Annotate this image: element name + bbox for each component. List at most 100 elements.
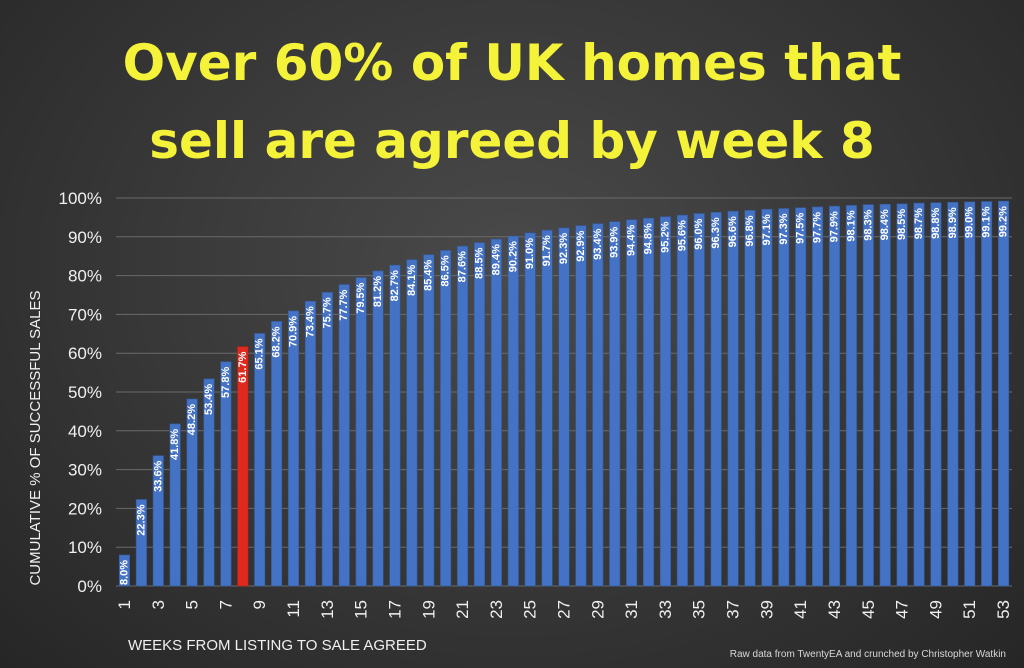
x-tick-label: 13 — [318, 600, 337, 619]
bar-week-8 — [237, 346, 249, 587]
bar-week-38 — [744, 210, 756, 587]
bar-week-30 — [609, 221, 621, 587]
x-tick-label: 7 — [216, 600, 235, 609]
data-label: 82.7% — [389, 270, 401, 301]
data-label: 97.7% — [812, 212, 824, 243]
data-label: 98.7% — [913, 208, 925, 239]
y-tick-label: 90% — [68, 228, 102, 247]
data-label: 88.5% — [473, 247, 485, 278]
data-label: 57.8% — [220, 367, 232, 398]
x-tick-label: 27 — [555, 600, 574, 619]
x-tick-label: 15 — [352, 600, 371, 619]
data-label: 98.8% — [930, 207, 942, 238]
bar-week-14 — [338, 284, 350, 587]
data-label: 98.3% — [862, 209, 874, 240]
bar-week-24 — [507, 235, 519, 587]
y-tick-label: 30% — [68, 461, 102, 480]
data-label: 86.5% — [440, 255, 452, 286]
bar-week-26 — [541, 229, 553, 587]
data-label: 61.7% — [237, 351, 249, 382]
data-label: 92.3% — [558, 233, 570, 264]
bar-week-40 — [778, 208, 790, 587]
data-label: 98.1% — [845, 210, 857, 241]
bar-week-12 — [304, 300, 316, 587]
data-label: 79.5% — [355, 282, 367, 313]
data-label: 75.7% — [321, 297, 333, 328]
bar-week-1 — [118, 554, 130, 587]
data-label: 65.1% — [254, 338, 266, 369]
data-label: 99.2% — [998, 206, 1010, 237]
data-label: 96.8% — [744, 215, 756, 246]
bar-week-27 — [558, 227, 570, 587]
data-label: 98.5% — [896, 209, 908, 240]
x-tick-label: 49 — [926, 600, 945, 619]
x-tick-label: 11 — [284, 600, 303, 618]
bar-week-34 — [676, 214, 688, 587]
data-label: 8.0% — [118, 560, 130, 585]
bar-week-45 — [862, 204, 874, 587]
x-tick-label: 41 — [791, 600, 810, 619]
data-label: 90.2% — [507, 241, 519, 272]
bar-week-32 — [642, 217, 655, 587]
data-label: 53.4% — [203, 384, 215, 415]
bar-week-17 — [389, 264, 401, 587]
bar-week-41 — [795, 207, 807, 587]
y-axis-label: CUMULATIVE % OF SUCCESSFUL SALES — [27, 290, 44, 585]
data-label: 91.7% — [541, 235, 553, 266]
bar-week-37 — [727, 210, 739, 587]
y-tick-label: 20% — [68, 499, 102, 518]
x-tick-label: 9 — [250, 600, 269, 609]
data-label: 77.7% — [338, 289, 350, 320]
bar-week-39 — [761, 208, 773, 587]
chart-title-line-1: Over 60% of UK homes that — [122, 34, 902, 92]
y-tick-label: 0% — [77, 577, 102, 596]
x-tick-label: 5 — [183, 600, 202, 609]
bar-week-18 — [406, 259, 418, 587]
bar-week-43 — [828, 205, 841, 587]
bars — [118, 200, 1010, 587]
data-label: 96.6% — [727, 216, 739, 247]
data-label: 48.2% — [186, 404, 198, 435]
bar-week-10 — [271, 321, 283, 587]
bar-week-36 — [710, 212, 722, 587]
x-axis-ticks: 1 3 5 7 9 11 13 15 17 19 21 23 25 27 29 31 33 35 37 39 41 43 4… — [115, 600, 1013, 619]
bar-week-49 — [930, 202, 942, 587]
bar-week-44 — [845, 205, 857, 587]
bar-week-25 — [524, 232, 536, 587]
data-label: 89.4% — [490, 244, 502, 275]
x-tick-label: 1 — [115, 600, 134, 609]
x-axis-label: WEEKS FROM LISTING TO SALE AGREED — [128, 637, 427, 654]
y-tick-label: 80% — [68, 267, 102, 286]
bar-week-46 — [879, 203, 891, 587]
bar-week-47 — [896, 203, 908, 587]
data-label: 94.8% — [643, 223, 655, 254]
data-label: 22.3% — [135, 504, 147, 535]
x-tick-label: 25 — [521, 600, 540, 619]
bar-week-22 — [473, 242, 486, 587]
x-tick-label: 23 — [487, 600, 506, 619]
data-label: 81.2% — [372, 276, 384, 307]
y-tick-label: 60% — [68, 344, 102, 363]
bar-week-16 — [372, 270, 384, 587]
x-tick-label: 43 — [825, 600, 844, 619]
bar-week-15 — [355, 277, 367, 587]
y-tick-label: 70% — [68, 305, 102, 324]
source-note: Raw data from TwentyEA and crunched by C… — [729, 649, 1006, 660]
bar-week-20 — [440, 250, 452, 587]
y-tick-label: 100% — [59, 189, 102, 208]
data-label: 99.0% — [964, 207, 976, 238]
y-axis-ticks: 0% 10% 20% 30% 40% 50% 60% 70% 80% 90% 100% — [59, 189, 102, 596]
y-tick-label: 10% — [68, 538, 102, 557]
data-label: 96.0% — [693, 218, 705, 249]
y-tick-label: 40% — [68, 422, 102, 441]
x-tick-label: 37 — [724, 600, 743, 619]
bar-week-48 — [913, 202, 925, 587]
x-tick-label: 31 — [622, 600, 641, 619]
data-label: 70.9% — [288, 316, 300, 347]
x-tick-label: 53 — [994, 600, 1013, 619]
data-label: 41.8% — [169, 429, 181, 460]
bar-week-6 — [203, 378, 215, 587]
x-tick-label: 51 — [960, 600, 979, 619]
bar-week-9 — [254, 333, 266, 587]
data-label: 94.4% — [626, 225, 638, 256]
